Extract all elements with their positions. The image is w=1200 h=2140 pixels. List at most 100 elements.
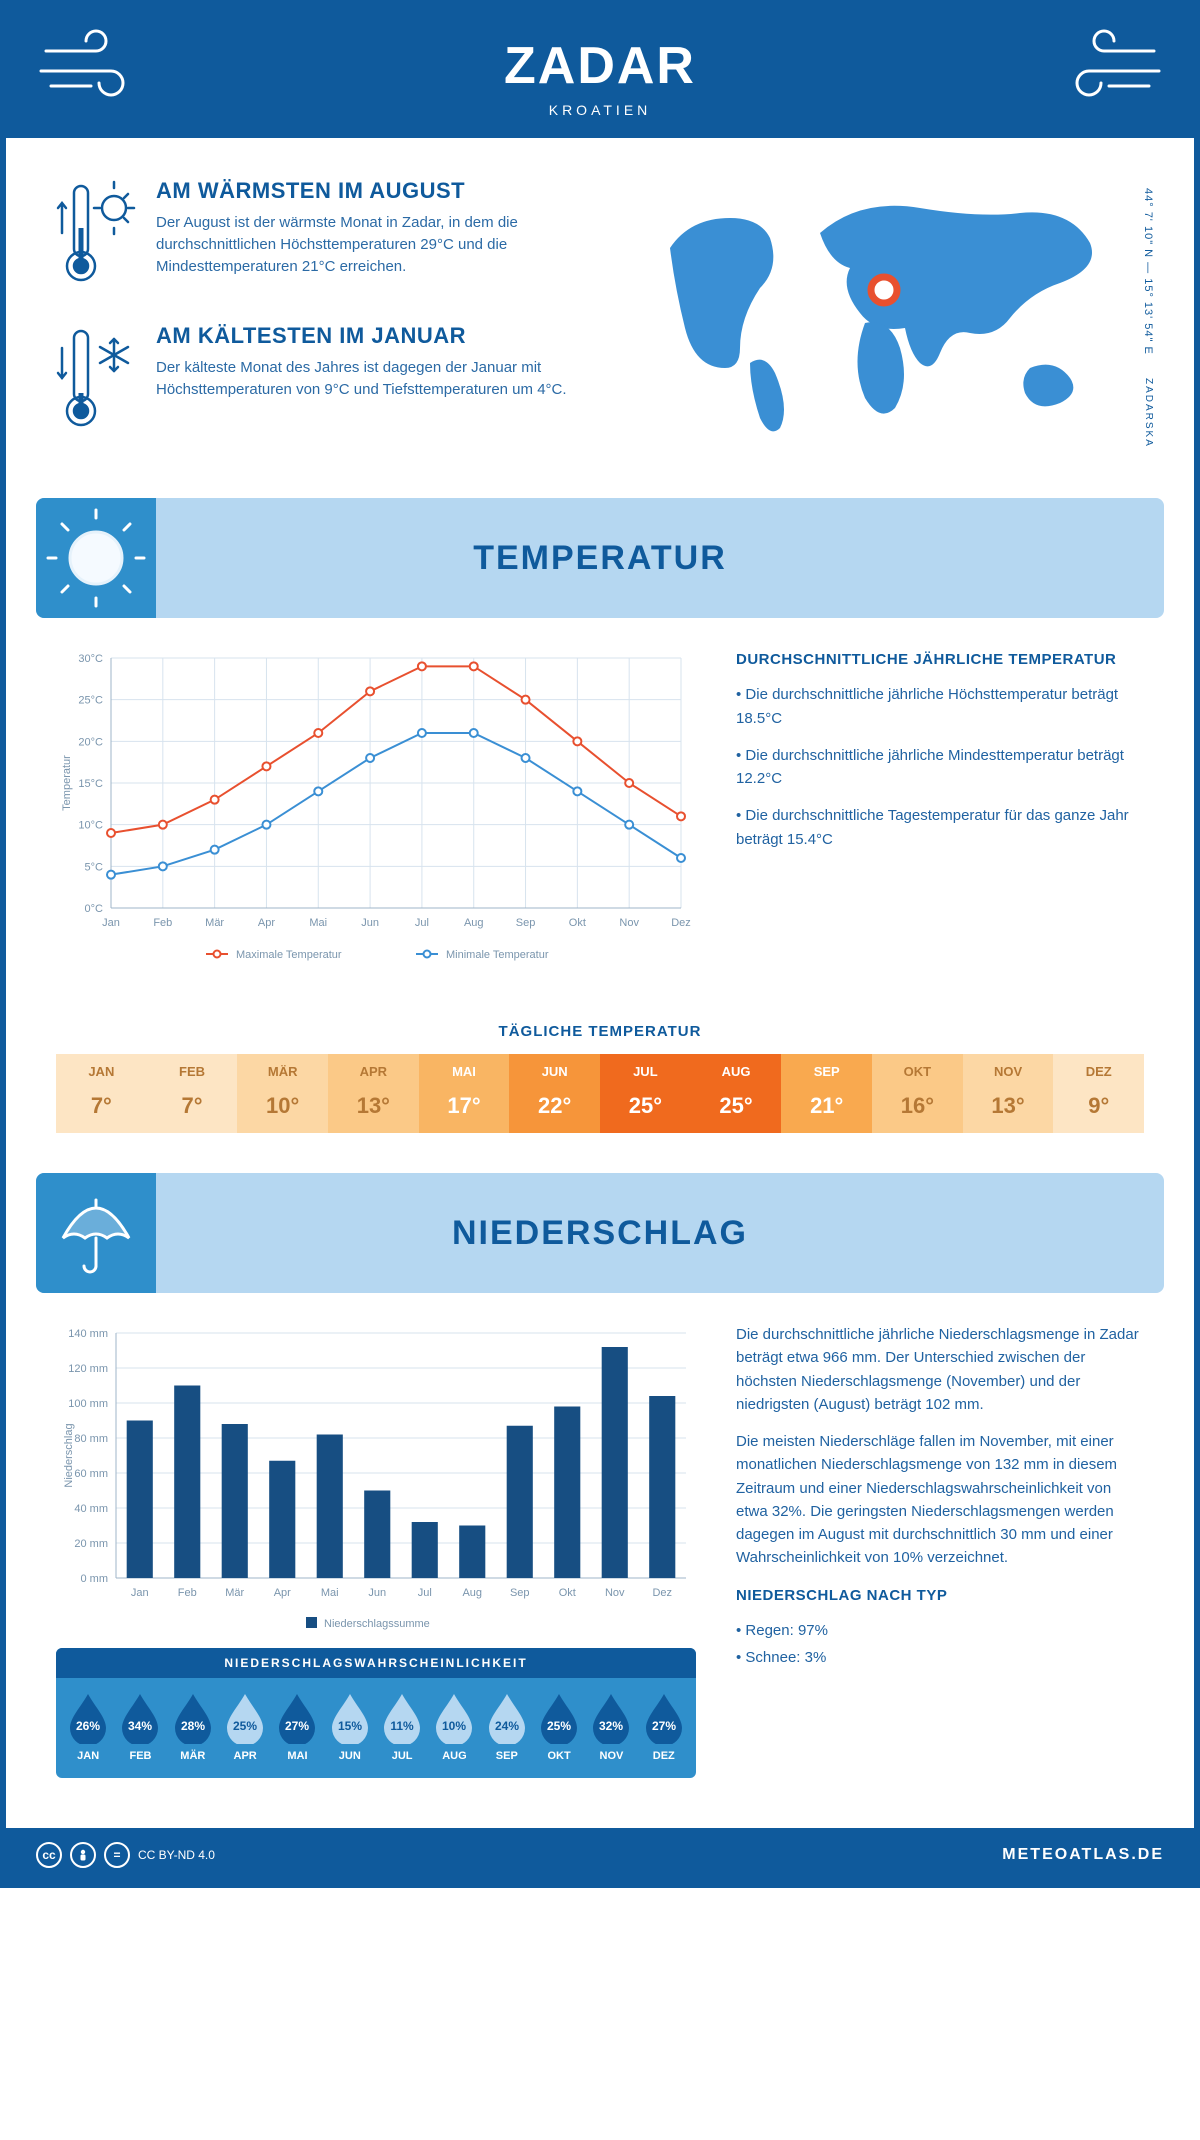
- svg-text:32%: 32%: [599, 1719, 623, 1733]
- precip-prob-cell: 25% OKT: [535, 1690, 583, 1762]
- intro-section: AM WÄRMSTEN IM AUGUST Der August ist der…: [6, 138, 1194, 498]
- temp-bullet-2: • Die durchschnittliche jährliche Mindes…: [736, 744, 1144, 791]
- svg-text:34%: 34%: [128, 1719, 152, 1733]
- by-icon: [70, 1842, 96, 1868]
- precip-prob-cell: 26% JAN: [64, 1690, 112, 1762]
- svg-text:Jul: Jul: [418, 1587, 432, 1599]
- precip-prob-cell: 32% NOV: [587, 1690, 635, 1762]
- daily-temp-cell: APR13°: [328, 1054, 419, 1133]
- coldest-title: AM KÄLTESTEN IM JANUAR: [156, 323, 610, 349]
- coldest-fact: AM KÄLTESTEN IM JANUAR Der kälteste Mona…: [56, 323, 610, 438]
- city-title: ZADAR: [6, 36, 1194, 96]
- svg-text:Dez: Dez: [652, 1587, 672, 1599]
- svg-text:Jan: Jan: [102, 917, 120, 929]
- svg-text:20 mm: 20 mm: [74, 1538, 108, 1550]
- precip-prob-cell: 27% DEZ: [640, 1690, 688, 1762]
- svg-text:Aug: Aug: [464, 917, 484, 929]
- umbrella-icon: [36, 1173, 156, 1293]
- precip-type-1: • Regen: 97%: [736, 1619, 1144, 1642]
- license-text: CC BY-ND 4.0: [138, 1848, 215, 1862]
- daily-temp-cell: JAN7°: [56, 1054, 147, 1133]
- svg-text:Dez: Dez: [671, 917, 691, 929]
- wind-icon: [1054, 26, 1164, 111]
- svg-text:27%: 27%: [652, 1719, 676, 1733]
- cc-icon: cc: [36, 1842, 62, 1868]
- svg-text:Nov: Nov: [605, 1587, 625, 1599]
- svg-text:Maximale Temperatur: Maximale Temperatur: [236, 949, 342, 961]
- svg-text:60 mm: 60 mm: [74, 1468, 108, 1480]
- sun-icon: [36, 498, 156, 618]
- svg-text:Okt: Okt: [569, 917, 586, 929]
- svg-text:Niederschlag: Niederschlag: [63, 1423, 75, 1487]
- daily-temp-cell: MÄR10°: [237, 1054, 328, 1133]
- precip-prob-cell: 34% FEB: [116, 1690, 164, 1762]
- svg-text:10°C: 10°C: [78, 820, 103, 832]
- temperature-line-chart: 0°C5°C10°C15°C20°C25°C30°CTemperaturJanF…: [56, 648, 696, 978]
- svg-text:20°C: 20°C: [78, 736, 103, 748]
- svg-text:100 mm: 100 mm: [68, 1398, 108, 1410]
- svg-text:28%: 28%: [181, 1719, 205, 1733]
- svg-text:0°C: 0°C: [85, 903, 104, 915]
- svg-text:Nov: Nov: [619, 917, 639, 929]
- svg-text:Niederschlagssumme: Niederschlagssumme: [324, 1618, 430, 1630]
- svg-text:0 mm: 0 mm: [81, 1573, 109, 1585]
- svg-text:Mär: Mär: [225, 1587, 244, 1599]
- svg-text:Sep: Sep: [510, 1587, 530, 1599]
- svg-text:25%: 25%: [233, 1719, 257, 1733]
- svg-text:27%: 27%: [285, 1719, 309, 1733]
- daily-temp-cell: FEB7°: [147, 1054, 238, 1133]
- precip-prob-cell: 24% SEP: [483, 1690, 531, 1762]
- svg-text:5°C: 5°C: [85, 861, 104, 873]
- warmest-body: Der August ist der wärmste Monat in Zada…: [156, 212, 610, 277]
- svg-text:10%: 10%: [442, 1719, 466, 1733]
- warmest-title: AM WÄRMSTEN IM AUGUST: [156, 178, 610, 204]
- svg-text:25%: 25%: [547, 1719, 571, 1733]
- precip-prob-cell: 10% AUG: [430, 1690, 478, 1762]
- wind-icon: [36, 26, 146, 111]
- temp-text-heading: DURCHSCHNITTLICHE JÄHRLICHE TEMPERATUR: [736, 648, 1144, 671]
- svg-text:30°C: 30°C: [78, 653, 103, 665]
- svg-text:15°C: 15°C: [78, 778, 103, 790]
- temperature-heading: TEMPERATUR: [156, 539, 1164, 578]
- temp-content: 0°C5°C10°C15°C20°C25°C30°CTemperaturJanF…: [6, 618, 1194, 1003]
- region-name: ZADARSKA: [1143, 378, 1154, 448]
- header: ZADAR KROATIEN: [6, 6, 1194, 138]
- daily-temp-strip: JAN7°FEB7°MÄR10°APR13°MAI17°JUN22°JUL25°…: [56, 1054, 1144, 1133]
- coordinates: 44° 7' 10" N — 15° 13' 54" E: [1142, 188, 1154, 355]
- precip-probability-panel: NIEDERSCHLAGSWAHRSCHEINLICHKEIT 26% JAN …: [56, 1648, 696, 1778]
- svg-text:15%: 15%: [338, 1719, 362, 1733]
- svg-text:Jan: Jan: [131, 1587, 149, 1599]
- page-frame: ZADAR KROATIEN AM WÄRMSTEN IM AUGUST Der…: [0, 0, 1200, 1888]
- svg-text:24%: 24%: [495, 1719, 519, 1733]
- svg-text:Mai: Mai: [309, 917, 327, 929]
- license: cc = CC BY-ND 4.0: [36, 1842, 215, 1868]
- precip-prob-cell: 27% MAI: [273, 1690, 321, 1762]
- svg-text:40 mm: 40 mm: [74, 1503, 108, 1515]
- svg-text:Temperatur: Temperatur: [61, 755, 73, 811]
- svg-text:Jun: Jun: [368, 1587, 386, 1599]
- precip-prob-title: NIEDERSCHLAGSWAHRSCHEINLICHKEIT: [56, 1648, 696, 1678]
- daily-temp-title: TÄGLICHE TEMPERATUR: [6, 1023, 1194, 1040]
- svg-text:Mai: Mai: [321, 1587, 339, 1599]
- precip-type-heading: NIEDERSCHLAG NACH TYP: [736, 1584, 1144, 1607]
- svg-text:Apr: Apr: [274, 1587, 291, 1599]
- thermometer-sun-icon: [56, 178, 136, 293]
- daily-temp-cell: OKT16°: [872, 1054, 963, 1133]
- svg-text:11%: 11%: [390, 1719, 414, 1733]
- svg-text:120 mm: 120 mm: [68, 1363, 108, 1375]
- temp-bullet-1: • Die durchschnittliche jährliche Höchst…: [736, 683, 1144, 730]
- daily-temp-cell: DEZ9°: [1053, 1054, 1144, 1133]
- svg-text:Minimale Temperatur: Minimale Temperatur: [446, 949, 549, 961]
- precip-banner: NIEDERSCHLAG: [36, 1173, 1164, 1293]
- daily-temp-cell: AUG25°: [691, 1054, 782, 1133]
- world-map-icon: [640, 178, 1120, 438]
- svg-text:140 mm: 140 mm: [68, 1328, 108, 1340]
- footer: cc = CC BY-ND 4.0 METEOATLAS.DE: [6, 1828, 1194, 1882]
- temp-bullet-3: • Die durchschnittliche Tagestemperatur …: [736, 804, 1144, 851]
- precip-para-1: Die durchschnittliche jährliche Niedersc…: [736, 1323, 1144, 1416]
- svg-text:26%: 26%: [76, 1719, 100, 1733]
- brand-name: METEOATLAS.DE: [1002, 1846, 1164, 1864]
- warmest-fact: AM WÄRMSTEN IM AUGUST Der August ist der…: [56, 178, 610, 293]
- precipitation-bar-chart: 0 mm20 mm40 mm60 mm80 mm100 mm120 mm140 …: [56, 1323, 696, 1633]
- svg-text:Jun: Jun: [361, 917, 379, 929]
